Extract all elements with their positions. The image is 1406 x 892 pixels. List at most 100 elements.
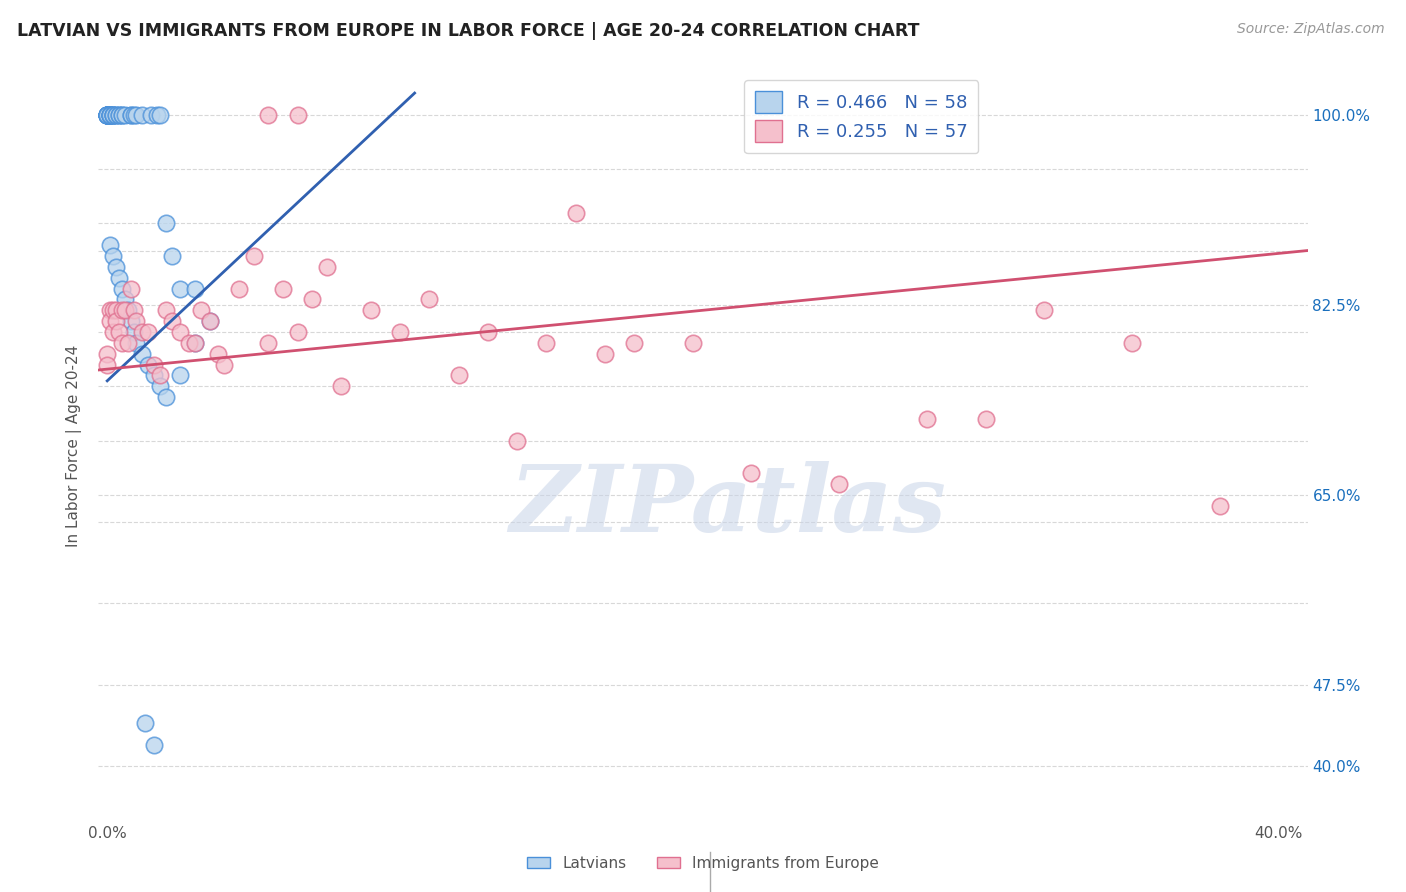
Point bbox=[125, 108, 148, 122]
Point bbox=[108, 325, 131, 339]
Point bbox=[96, 108, 118, 122]
Point bbox=[96, 108, 118, 122]
Point bbox=[108, 270, 131, 285]
Point bbox=[98, 108, 121, 122]
Point bbox=[149, 108, 172, 122]
Point bbox=[131, 108, 153, 122]
Y-axis label: In Labor Force | Age 20-24: In Labor Force | Age 20-24 bbox=[66, 345, 83, 547]
Point bbox=[143, 368, 166, 383]
Point bbox=[114, 108, 136, 122]
Point bbox=[1121, 335, 1143, 350]
Point bbox=[96, 108, 118, 122]
Point bbox=[198, 314, 221, 328]
Point bbox=[98, 314, 121, 328]
Point bbox=[96, 358, 118, 372]
Point bbox=[149, 379, 172, 393]
Point bbox=[98, 108, 121, 122]
Point bbox=[117, 303, 139, 318]
Point bbox=[184, 335, 207, 350]
Point bbox=[131, 347, 153, 361]
Point bbox=[740, 466, 762, 480]
Point bbox=[104, 314, 127, 328]
Point bbox=[143, 358, 166, 372]
Point bbox=[111, 108, 134, 122]
Point bbox=[155, 303, 177, 318]
Point bbox=[301, 293, 323, 307]
Point bbox=[184, 281, 207, 295]
Point bbox=[98, 108, 121, 122]
Point bbox=[122, 325, 145, 339]
Point bbox=[242, 249, 264, 263]
Point bbox=[125, 314, 148, 328]
Point bbox=[257, 108, 280, 122]
Point bbox=[146, 108, 169, 122]
Point bbox=[623, 335, 645, 350]
Point bbox=[160, 314, 183, 328]
Point bbox=[125, 335, 148, 350]
Text: LATVIAN VS IMMIGRANTS FROM EUROPE IN LABOR FORCE | AGE 20-24 CORRELATION CHART: LATVIAN VS IMMIGRANTS FROM EUROPE IN LAB… bbox=[17, 22, 920, 40]
Point bbox=[506, 434, 529, 448]
Point bbox=[114, 303, 136, 318]
Point bbox=[120, 108, 142, 122]
Point bbox=[134, 715, 156, 730]
Point bbox=[271, 281, 294, 295]
Point bbox=[98, 303, 121, 318]
Point bbox=[330, 379, 353, 393]
Point bbox=[101, 108, 124, 122]
Point bbox=[101, 108, 124, 122]
Point bbox=[477, 325, 499, 339]
Text: Source: ZipAtlas.com: Source: ZipAtlas.com bbox=[1237, 22, 1385, 37]
Point bbox=[315, 260, 337, 274]
Point bbox=[160, 249, 183, 263]
Point bbox=[96, 108, 118, 122]
Point bbox=[101, 303, 124, 318]
Text: ZIPatlas: ZIPatlas bbox=[509, 461, 946, 551]
Point bbox=[122, 303, 145, 318]
Point bbox=[169, 281, 191, 295]
Point bbox=[111, 303, 134, 318]
Point bbox=[96, 108, 118, 122]
Point bbox=[179, 335, 201, 350]
Point bbox=[828, 477, 851, 491]
Point bbox=[98, 108, 121, 122]
Point bbox=[155, 390, 177, 404]
Point bbox=[104, 260, 127, 274]
Legend: R = 0.466   N = 58, R = 0.255   N = 57: R = 0.466 N = 58, R = 0.255 N = 57 bbox=[744, 80, 979, 153]
Point bbox=[388, 325, 411, 339]
Point bbox=[104, 303, 127, 318]
Point bbox=[117, 335, 139, 350]
Point bbox=[149, 368, 172, 383]
Point bbox=[96, 108, 118, 122]
Point bbox=[974, 412, 997, 426]
Point bbox=[98, 238, 121, 252]
Point bbox=[108, 108, 131, 122]
Point bbox=[101, 249, 124, 263]
Point bbox=[101, 108, 124, 122]
Point bbox=[198, 314, 221, 328]
Point bbox=[257, 335, 280, 350]
Point bbox=[114, 293, 136, 307]
Point bbox=[287, 108, 309, 122]
Point bbox=[155, 216, 177, 230]
Point bbox=[184, 335, 207, 350]
Point bbox=[360, 303, 382, 318]
Point bbox=[915, 412, 938, 426]
Point bbox=[96, 108, 118, 122]
Point bbox=[111, 108, 134, 122]
Point bbox=[108, 108, 131, 122]
Point bbox=[143, 738, 166, 752]
Point bbox=[169, 325, 191, 339]
Point bbox=[169, 368, 191, 383]
Point bbox=[1033, 303, 1056, 318]
Point bbox=[111, 281, 134, 295]
Point bbox=[96, 347, 118, 361]
Point bbox=[593, 347, 616, 361]
Point bbox=[120, 108, 142, 122]
Point bbox=[101, 325, 124, 339]
Legend: Latvians, Immigrants from Europe: Latvians, Immigrants from Europe bbox=[522, 850, 884, 877]
Point bbox=[1209, 499, 1232, 513]
Point bbox=[98, 108, 121, 122]
Point bbox=[682, 335, 704, 350]
Point bbox=[136, 358, 159, 372]
Point bbox=[120, 281, 142, 295]
